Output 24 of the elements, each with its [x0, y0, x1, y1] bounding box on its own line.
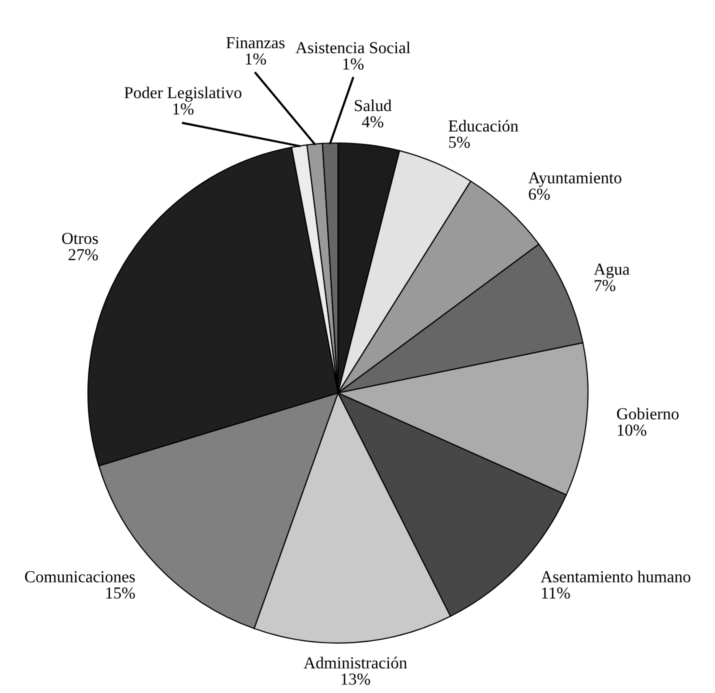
slice-label: Ayuntamiento: [528, 172, 622, 187]
slice-label: Asistencia Social: [296, 42, 410, 54]
slice-label: Agua: [594, 264, 630, 278]
data-label: 10%: [618, 424, 646, 436]
slice-label: Asentamiento humano: [540, 570, 690, 582]
data-label: 1%: [343, 58, 364, 70]
data-label: 5%: [449, 136, 470, 148]
data-label: 1%: [173, 103, 194, 115]
slice-label: Salud: [354, 99, 392, 112]
slice-label: Poder Legislativo: [124, 86, 242, 102]
data-label: 27%: [68, 249, 98, 260]
data-label: 13%: [342, 674, 370, 685]
data-label: 11%: [542, 587, 570, 599]
slice-label: Gobierno: [617, 408, 679, 420]
data-label: 1%: [246, 53, 266, 65]
data-label: 15%: [106, 587, 135, 599]
slice-label: Comunicaciones: [25, 571, 135, 582]
data-label: 7%: [594, 280, 616, 292]
data-label: 4%: [362, 116, 384, 128]
slice-label: Otros: [62, 232, 98, 244]
data-label: 6%: [528, 188, 550, 200]
slice-label: Finanzas: [226, 37, 285, 48]
slice-label: Educación: [448, 120, 518, 132]
slice-label: Administración: [304, 656, 407, 668]
